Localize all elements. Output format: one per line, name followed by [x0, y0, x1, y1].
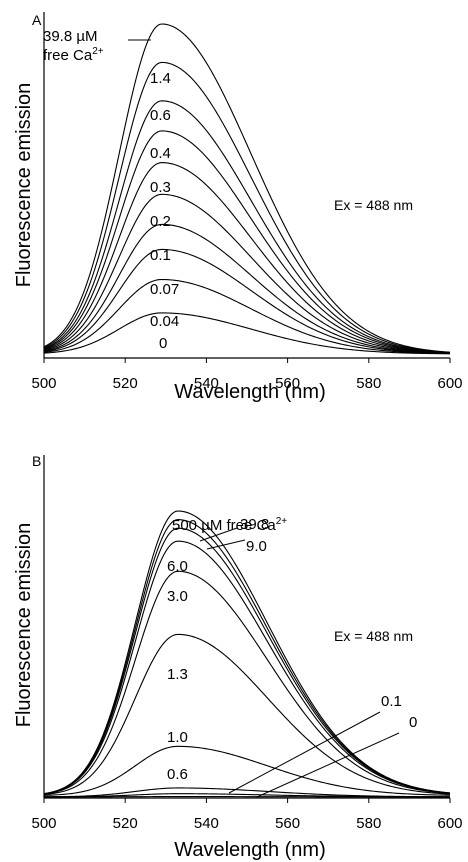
panel-a-series-line: [43, 61, 451, 353]
panel-b-series-line: [43, 510, 451, 795]
panel-b-series-label: 1.3: [167, 666, 188, 683]
panel-b-curves: [43, 510, 451, 798]
panel-b-leader-9-0: [206, 539, 246, 550]
panel-b-series-line: [43, 527, 451, 795]
panel-b-series-line: [43, 519, 451, 795]
panel-b-x-tick-label: 500: [31, 815, 56, 832]
panel-b-curve-labels: 500 µM free Ca2+39.8 9.0 6.0 3.0 1.3 1.0 0.6 0.…: [167, 516, 417, 783]
panel-a-label: A: [32, 12, 42, 28]
panel-a-series-line: [43, 312, 451, 355]
panel-b-series-label: 9.0: [246, 538, 267, 555]
panel-a-y-axis-title: Fluorescence emission: [13, 83, 35, 288]
panel-a-series-label: 1.4: [150, 70, 171, 87]
panel-b-x-ticks: 500 520 540 560 580 600: [31, 798, 463, 832]
panel-a-series-label: 0.07: [150, 281, 179, 298]
panel-a-x-tick-label: 580: [356, 375, 381, 392]
panel-a-series-line: [43, 162, 451, 354]
panel-b-label: B: [32, 453, 41, 469]
panel-a-series-label: 39.8 µM: [43, 28, 98, 45]
panel-b-series-label: 0.6: [167, 766, 188, 783]
panel-a-series-label: 0.3: [150, 179, 171, 196]
panel-a-series-line: [43, 130, 451, 354]
panel-a-x-tick-label: 540: [194, 375, 219, 392]
panel-b-series-line: [43, 633, 451, 796]
panel-a-x-tick-label: 560: [275, 375, 300, 392]
panel-a-series-line: [43, 248, 451, 354]
panel-b-leader-0-1: [228, 711, 381, 794]
panel-a-series-line: [43, 100, 451, 354]
panel-a-excitation-annotation: Ex = 488 nm: [334, 197, 413, 213]
panel-a-series-line: [43, 223, 451, 354]
panel-a-series-line: [43, 193, 451, 354]
panel-b-series-label: 6.0: [167, 558, 188, 575]
panel-b-series-label: 0.1: [381, 693, 402, 710]
panel-b-series-label: 3.0: [167, 588, 188, 605]
panel-a-series-label: 0.2: [150, 213, 171, 230]
panel-b-x-tick-label: 540: [194, 815, 219, 832]
panel-a-series-label: 0.04: [150, 313, 179, 330]
panel-a-series-line: [43, 278, 451, 355]
panel-b-x-tick-label: 580: [356, 815, 381, 832]
panel-b-x-tick-label: 560: [275, 815, 300, 832]
panel-a-x-tick-label: 500: [31, 375, 56, 392]
panel-b-series-line: [43, 570, 451, 795]
panel-b-excitation-annotation: Ex = 488 nm: [334, 628, 413, 644]
panel-b-x-tick-label: 520: [113, 815, 138, 832]
panel-b-leader-0: [256, 732, 400, 798]
panel-b-series-label: 0: [409, 714, 417, 731]
panel-b-leader-39-8: [199, 527, 238, 542]
panel-b-series-line: [43, 540, 451, 795]
panel-a-x-tick-label: 600: [437, 375, 462, 392]
panel-a-series-label: 0.4: [150, 145, 171, 162]
panel-a-series-label: 0.1: [150, 247, 171, 264]
panel-b-series-label: 500 µM free Ca2+: [172, 516, 287, 534]
panel-b: B 500 520 540 560 580 600 500 µM free Ca2+39.…: [13, 453, 463, 861]
panel-a-series-label-line2: free Ca2+: [43, 46, 104, 64]
panel-b-series-line: [43, 745, 451, 796]
panel-b-x-tick-label: 600: [437, 815, 462, 832]
panel-b-series-label: 39.8: [240, 516, 269, 533]
panel-a-series-label: 0.6: [150, 107, 171, 124]
panel-b-x-axis-title: Wavelength (nm): [174, 839, 326, 861]
panel-b-series-label: 1.0: [167, 729, 188, 746]
panel-a-x-tick-label: 520: [113, 375, 138, 392]
panel-a-series-line: [43, 23, 451, 353]
panel-a-x-axis-title: Wavelength (nm): [174, 381, 326, 403]
panel-a-curves: [43, 23, 451, 355]
panel-b-y-axis-title: Fluorescence emission: [13, 523, 35, 728]
panel-a-x-ticks: 500 520 540 560 580 600: [31, 358, 463, 392]
panel-a-series-label: 0: [159, 335, 167, 352]
